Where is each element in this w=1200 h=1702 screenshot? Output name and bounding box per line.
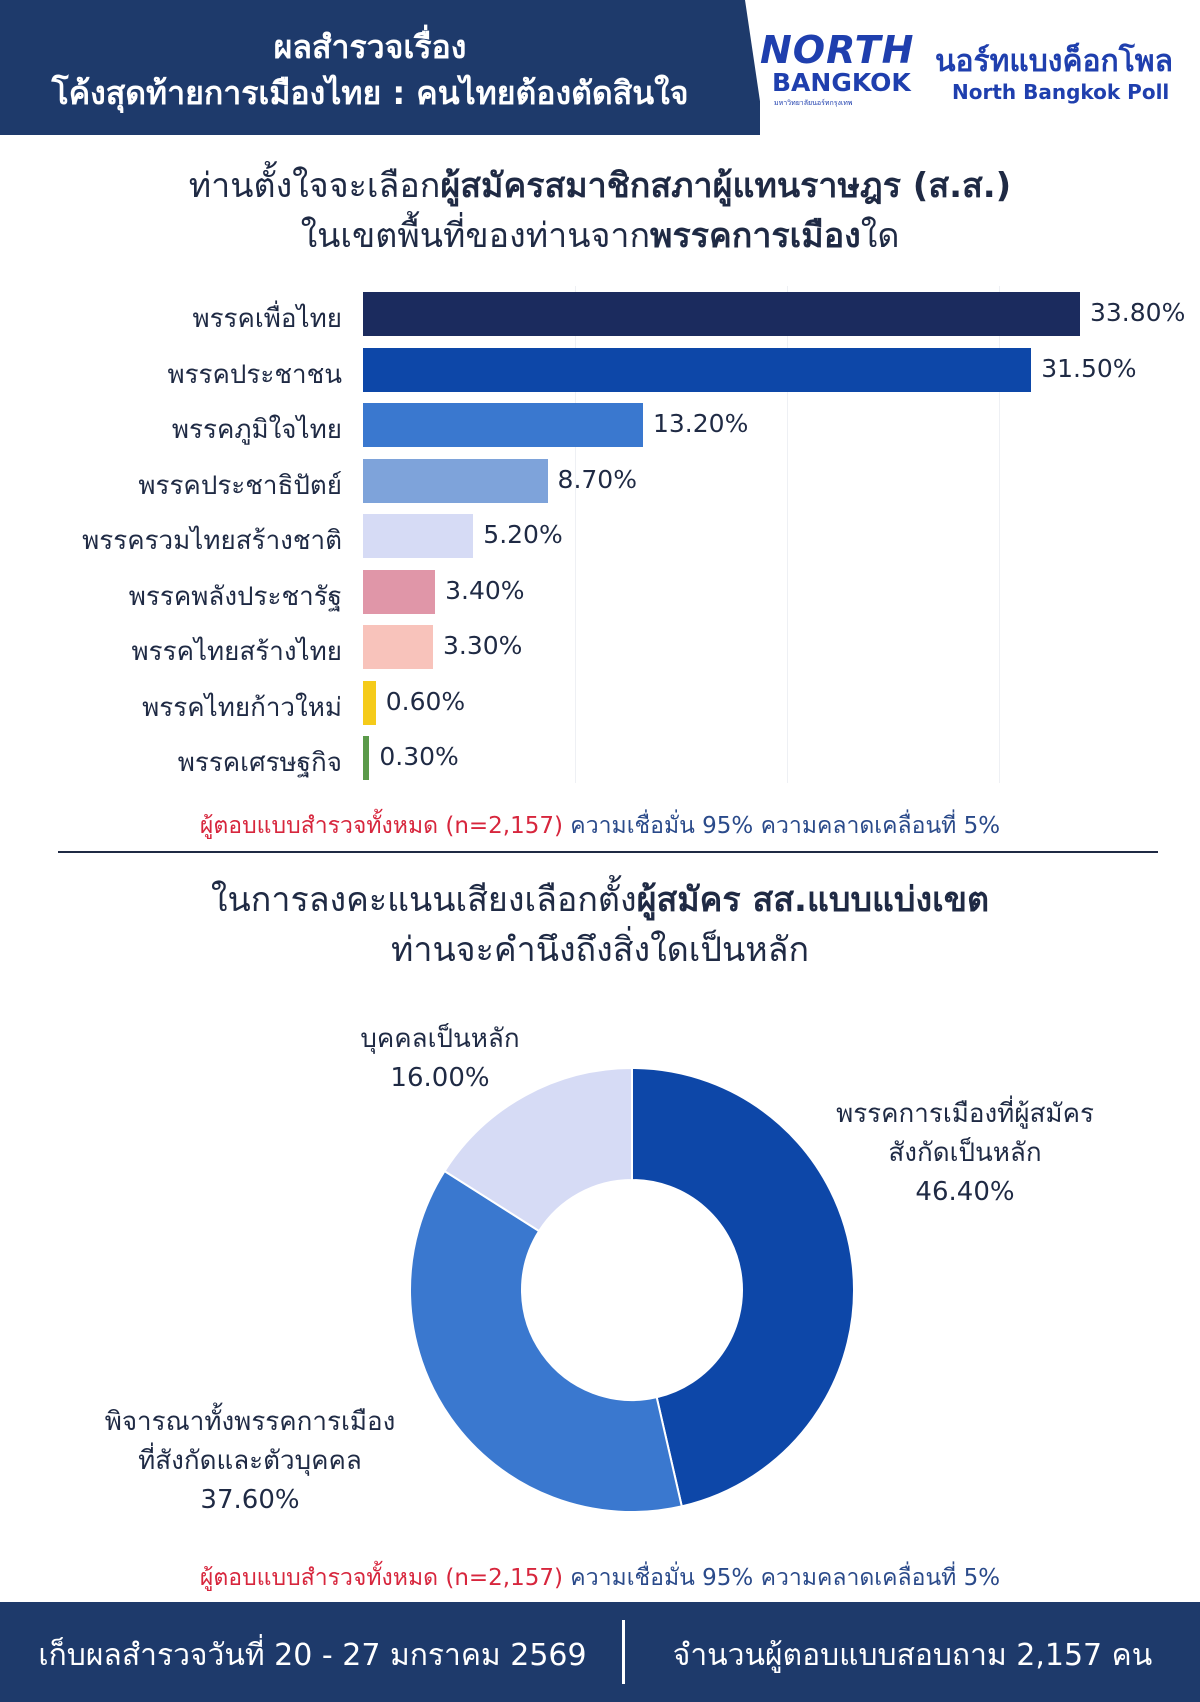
donut-slice-label: พรรคการเมืองที่ผู้สมัครสังกัดเป็นหลัก 46.…	[800, 1095, 1130, 1212]
donut-slice-value: 46.40%	[915, 1177, 1015, 1207]
donut-slice	[443, 1066, 633, 1233]
bar-value-label: 0.60%	[385, 686, 466, 716]
note-survey-2: ผู้ตอบแบบสำรวจทั้งหมด (n=2,157) ความเชื่…	[0, 1560, 1200, 1596]
footer-survey-dates: เก็บผลสำรวจวันที่ 20 - 27 มกราคม 2569	[38, 1638, 587, 1673]
note-survey-1: ผู้ตอบแบบสำรวจทั้งหมด (n=2,157) ความเชื่…	[0, 808, 1200, 844]
bar-category-label: พรรคไทยก้าวใหม่	[142, 692, 342, 723]
donut-slice-name: พรรคการเมืองที่ผู้สมัคร	[836, 1099, 1094, 1129]
q2-title-line1: ในการลงคะแนนเสียงเลือกตั้งผู้สมัคร สส.แบ…	[0, 872, 1200, 926]
q1-line2-post: ใด	[860, 216, 900, 256]
gridline	[575, 286, 577, 783]
bar	[363, 347, 1032, 392]
logo-bangkok-text: BANGKOK	[772, 68, 911, 97]
north-bangkok-logo: NORTH BANGKOK มหาวิทยาลัยนอร์ทกรุงเทพ	[760, 28, 913, 108]
bar-category-label: พรรคประชาธิปัตย์	[138, 470, 342, 501]
note1-sample: ผู้ตอบแบบสำรวจทั้งหมด (n=2,157)	[199, 813, 563, 839]
donut-chart	[409, 1066, 855, 1513]
q1-title-line1: ท่านตั้งใจจะเลือกผู้สมัครสมาชิกสภาผู้แทน…	[0, 158, 1200, 212]
header-title-line2: โค้งสุดท้ายการเมืองไทย : คนไทยต้องตัดสิน…	[51, 74, 689, 112]
bar	[363, 514, 474, 558]
q2-title-line2: ท่านจะคำนึงถึงสิ่งใดเป็นหลัก	[390, 930, 810, 970]
footer-respondent-count: จำนวนผู้ตอบแบบสอบถาม 2,157 คน	[672, 1638, 1153, 1673]
q1-line2-bold: พรรคการเมือง	[650, 216, 861, 256]
logo-sub-text: มหาวิทยาลัยนอร์ทกรุงเทพ	[774, 99, 853, 107]
bar-category-label: พรรคเพื่อไทย	[192, 304, 342, 334]
gridline	[787, 286, 789, 783]
q2-line1-bold: ผู้สมัคร สส.แบบแบ่งเขต	[636, 880, 990, 920]
header: ผลสำรวจเรื่อง โค้งสุดท้ายการเมืองไทย : ค…	[0, 0, 1200, 135]
bar-value-label: 8.70%	[557, 464, 637, 494]
bar	[363, 569, 436, 614]
donut-slice-name: บุคคลเป็นหลัก	[360, 1024, 520, 1054]
q2-line1-pre: ในการลงคะแนนเสียงเลือกตั้ง	[210, 880, 637, 920]
bar	[363, 736, 370, 780]
bar-value-label: 13.20%	[653, 409, 749, 438]
bar	[363, 403, 643, 447]
gridline	[999, 286, 1001, 783]
q1-line1-bold: ผู้สมัครสมาชิกสภาผู้แทนราษฎร (ส.ส.)	[440, 166, 1012, 206]
logo-north-text: NORTH	[760, 28, 915, 72]
bar-value-label: 3.30%	[443, 631, 523, 660]
bar-value-label: 31.50%	[1041, 353, 1137, 383]
bar-value-label: 5.20%	[483, 520, 563, 549]
note2-sample: ผู้ตอบแบบสำรวจทั้งหมด (n=2,157)	[199, 1565, 563, 1591]
brand-name-english: North Bangkok Poll	[952, 80, 1170, 104]
bar	[363, 625, 433, 669]
donut-slice-label: บุคคลเป็นหลัก 16.00%	[320, 1020, 560, 1098]
donut-slice-name: ที่สังกัดและตัวบุคคล	[138, 1446, 362, 1476]
bar-category-label: พรรคเศรษฐกิจ	[177, 748, 342, 778]
header-band: ผลสำรวจเรื่อง โค้งสุดท้ายการเมืองไทย : ค…	[0, 0, 760, 135]
q1-line1-pre: ท่านตั้งใจจะเลือก	[188, 166, 441, 206]
q1-line2-pre: ในเขตพื้นที่ของท่านจาก	[300, 216, 651, 256]
bar	[363, 292, 1080, 336]
note2-confidence: ความเชื่อมั่น 95% ความคลาดเคลื่อนที่ 5%	[563, 1565, 1001, 1591]
bar-value-label: 33.80%	[1090, 298, 1186, 327]
donut-slice-value: 37.60%	[200, 1485, 300, 1515]
bar-category-label: พรรคพลังประชารัฐ	[128, 581, 342, 612]
note1-confidence: ความเชื่อมั่น 95% ความคลาดเคลื่อนที่ 5%	[563, 813, 1001, 839]
bar-value-label: 0.30%	[379, 742, 459, 771]
bar-category-label: พรรคไทยสร้างไทย	[131, 637, 343, 667]
bar	[363, 458, 548, 503]
header-title-line1: ผลสำรวจเรื่อง	[273, 28, 467, 66]
q1-title-line2: ในเขตพื้นที่ของท่านจากพรรคการเมืองใด	[0, 208, 1200, 262]
donut-slice	[631, 1066, 855, 1508]
footer-separator	[622, 1620, 625, 1684]
donut-slice-name: พิจารณาทั้งพรรคการเมือง	[104, 1407, 396, 1437]
donut-slice-label: พิจารณาทั้งพรรคการเมืองที่สังกัดและตัวบุ…	[60, 1403, 440, 1520]
bar-value-label: 3.40%	[445, 575, 525, 605]
bar-category-label: พรรคภูมิใจไทย	[171, 415, 342, 445]
donut-slice-name: สังกัดเป็นหลัก	[888, 1138, 1042, 1168]
bar-category-label: พรรครวมไทยสร้างชาติ	[82, 526, 342, 556]
bar	[363, 680, 376, 725]
bar-category-label: พรรคประชาชน	[167, 359, 342, 390]
footer: เก็บผลสำรวจวันที่ 20 - 27 มกราคม 2569 จำ…	[0, 1602, 1200, 1702]
donut-slice	[409, 1169, 683, 1513]
brand-name-thai: นอร์ทแบงค็อกโพล	[935, 44, 1173, 79]
section-divider	[58, 851, 1158, 853]
donut-slice-value: 16.00%	[390, 1063, 490, 1093]
